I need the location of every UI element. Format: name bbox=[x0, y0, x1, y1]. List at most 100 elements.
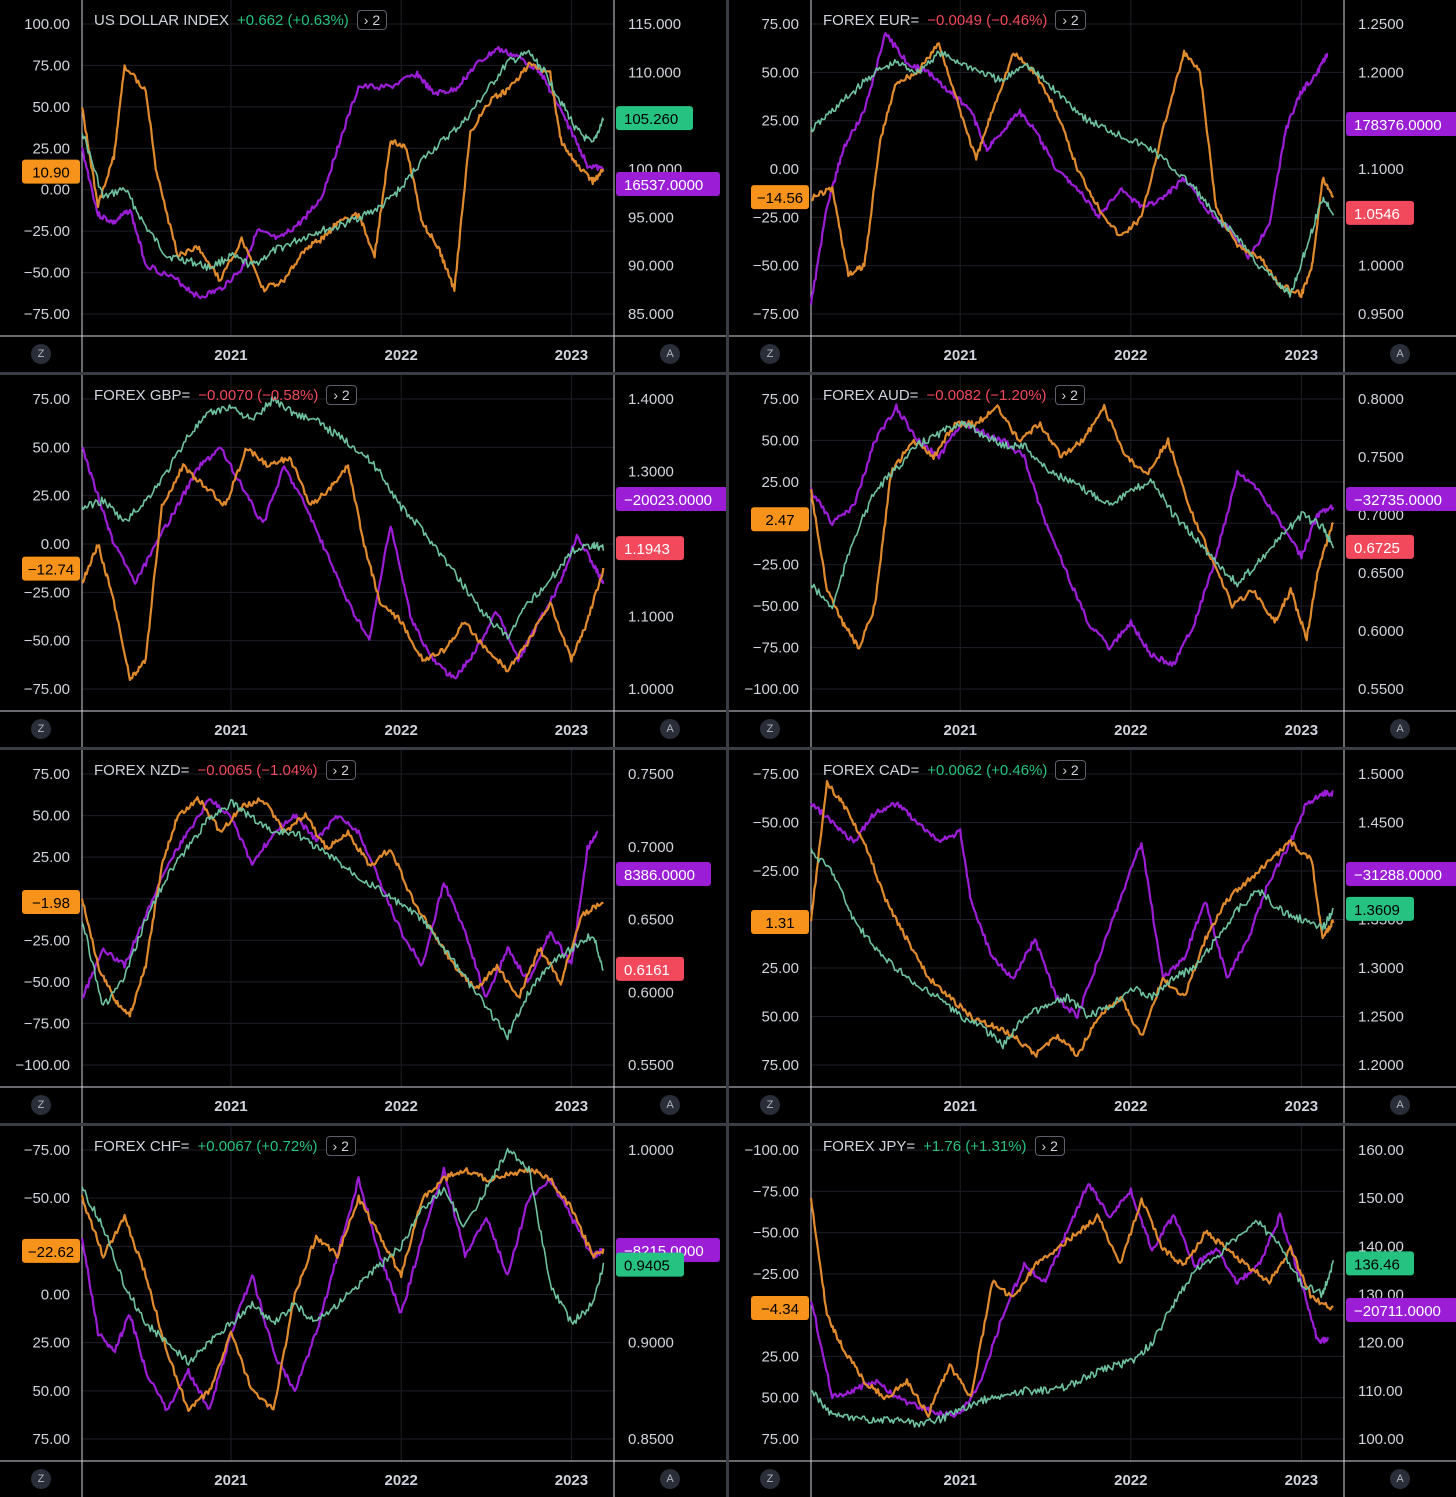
right-tick-label: 1.0000 bbox=[1358, 258, 1404, 275]
svg-text:1.31: 1.31 bbox=[765, 915, 794, 932]
x-tick-label: 2021 bbox=[944, 1472, 977, 1489]
chart-panel-eur[interactable]: 75.00 50.00 25.00 0.00 −25.00 −50.00 −75.00 1.2… bbox=[729, 0, 1456, 372]
indicators-toggle-button[interactable]: › 2 bbox=[1034, 1136, 1065, 1156]
right-value-badge: 136.46 bbox=[1346, 1251, 1414, 1276]
svg-text:−20023.0000: −20023.0000 bbox=[624, 492, 712, 509]
price-change: +0.0067 (+0.72%) bbox=[197, 1137, 318, 1155]
left-value-badge: 2.47 bbox=[751, 507, 809, 532]
chart-panel-dxy[interactable]: 100.00 75.00 50.00 25.00 0.00 −25.00 −50.00 −75… bbox=[0, 0, 726, 372]
chart-panel-aud[interactable]: 75.0050.0025.000.00−25.00−50.00−75.00−10… bbox=[729, 375, 1456, 747]
zoom-reset-button[interactable]: Z bbox=[760, 1469, 780, 1489]
svg-text:2.47: 2.47 bbox=[765, 512, 794, 529]
left-tick-label: −100.00 bbox=[744, 681, 799, 698]
right-tick-label: 1.4500 bbox=[1358, 815, 1404, 832]
zoom-reset-button[interactable]: Z bbox=[31, 1469, 51, 1489]
svg-text:1.0546: 1.0546 bbox=[1354, 206, 1400, 223]
chart-title: FOREX GBP= bbox=[94, 386, 191, 404]
x-tick-label: 2023 bbox=[555, 1472, 588, 1489]
chart-svg: −75.00−50.00−25.000.0025.0050.0075.001.0… bbox=[0, 1126, 726, 1497]
series-line-2 bbox=[809, 780, 1335, 1058]
right-tick-label: 0.6500 bbox=[628, 912, 674, 929]
chart-svg: 75.00 50.00 25.00 0.00 −25.00 −50.00 −75.00 1.2… bbox=[729, 0, 1456, 372]
indicators-toggle-button[interactable]: › 2 bbox=[356, 10, 388, 30]
left-tick-label: 0.00 bbox=[41, 1287, 70, 1304]
series-line-2 bbox=[810, 42, 1335, 299]
chart-svg: 75.00 50.00 25.00 0.00 −25.00 −50.00 −75.00 1.4… bbox=[0, 375, 726, 747]
left-tick-label: 0.00 bbox=[41, 182, 70, 199]
price-change: −0.0070 (−0.58%) bbox=[198, 386, 319, 404]
left-tick-label: −75.00 bbox=[24, 1142, 70, 1159]
right-value-badge: 1.3609 bbox=[1346, 896, 1414, 921]
zoom-reset-button[interactable]: Z bbox=[760, 344, 780, 364]
auto-scale-button[interactable]: A bbox=[660, 719, 680, 739]
x-tick-label: 2022 bbox=[385, 722, 418, 739]
zoom-reset-button[interactable]: Z bbox=[31, 344, 51, 364]
left-tick-label: −50.00 bbox=[24, 265, 70, 282]
indicators-toggle-button[interactable]: › 2 bbox=[325, 760, 356, 780]
left-tick-label: 25.00 bbox=[761, 474, 799, 491]
zoom-reset-button[interactable]: Z bbox=[760, 1095, 780, 1115]
indicators-toggle-button[interactable]: › 2 bbox=[325, 1136, 356, 1156]
auto-scale-button[interactable]: A bbox=[660, 344, 680, 364]
chart-svg: 100.00 75.00 50.00 25.00 0.00 −25.00 −50.00 −75… bbox=[0, 0, 726, 372]
right-tick-label: 0.6500 bbox=[1358, 565, 1404, 582]
series-line-3 bbox=[81, 798, 604, 1041]
indicators-toggle-button[interactable]: › 2 bbox=[1055, 760, 1086, 780]
left-tick-label: −25.00 bbox=[753, 863, 799, 880]
chart-panel-nzd[interactable]: 75.0050.0025.000.00−25.00−50.00−75.00−10… bbox=[0, 750, 726, 1123]
left-tick-label: −25.00 bbox=[753, 209, 799, 226]
indicators-toggle-button[interactable]: › 2 bbox=[1055, 10, 1086, 30]
left-tick-label: 25.00 bbox=[32, 488, 70, 505]
gridlines bbox=[811, 375, 1344, 711]
svg-text:−31288.0000: −31288.0000 bbox=[1354, 867, 1442, 884]
price-change: −0.0049 (−0.46%) bbox=[927, 11, 1048, 29]
auto-scale-button[interactable]: A bbox=[1390, 1469, 1410, 1489]
series-line-1 bbox=[81, 446, 605, 680]
right-tick-label: 1.2000 bbox=[1358, 64, 1404, 81]
chart-title: US DOLLAR INDEX bbox=[94, 11, 230, 29]
right-tick-label: 1.3000 bbox=[1358, 960, 1404, 977]
auto-scale-button[interactable]: A bbox=[1390, 1095, 1410, 1115]
right-tick-label: 1.2500 bbox=[1358, 16, 1404, 33]
right-value-badge: 1.1943 bbox=[616, 536, 684, 561]
chart-panel-cad[interactable]: −75.00−50.00−25.000.0025.0050.0075.001.5… bbox=[729, 750, 1456, 1123]
x-tick-label: 2023 bbox=[1285, 1098, 1318, 1115]
zoom-reset-button[interactable]: Z bbox=[31, 719, 51, 739]
chart-legend: FOREX NZD= −0.0065 (−1.04%) › 2 bbox=[94, 760, 356, 780]
right-tick-label: 0.5500 bbox=[1358, 681, 1404, 698]
auto-scale-button[interactable]: A bbox=[660, 1095, 680, 1115]
zoom-reset-button[interactable]: Z bbox=[31, 1095, 51, 1115]
svg-text:1.3609: 1.3609 bbox=[1354, 902, 1400, 919]
right-tick-label: 0.6000 bbox=[1358, 623, 1404, 640]
right-tick-label: 0.6000 bbox=[628, 984, 674, 1001]
left-tick-label: −50.00 bbox=[753, 258, 799, 275]
auto-scale-button[interactable]: A bbox=[660, 1469, 680, 1489]
chart-panel-jpy[interactable]: −100.00−75.00−50.00−25.000.0025.0050.007… bbox=[729, 1126, 1456, 1497]
right-tick-label: 1.0000 bbox=[628, 1142, 674, 1159]
gridlines bbox=[82, 1126, 614, 1461]
chart-panel-chf[interactable]: −75.00−50.00−25.000.0025.0050.0075.001.0… bbox=[0, 1126, 726, 1497]
zoom-reset-button[interactable]: Z bbox=[760, 719, 780, 739]
indicators-toggle-button[interactable]: › 2 bbox=[326, 385, 357, 405]
auto-scale-button[interactable]: A bbox=[1390, 344, 1410, 364]
x-tick-label: 2022 bbox=[385, 1098, 418, 1115]
chart-title: FOREX AUD= bbox=[823, 386, 919, 404]
svg-text:0.6161: 0.6161 bbox=[624, 962, 670, 979]
x-tick-label: 2022 bbox=[1114, 1472, 1147, 1489]
series-line-2 bbox=[81, 447, 605, 681]
left-tick-label: 75.00 bbox=[761, 1431, 799, 1448]
indicators-toggle-button[interactable]: › 2 bbox=[1054, 385, 1085, 405]
auto-scale-button[interactable]: A bbox=[1390, 719, 1410, 739]
right-tick-label: 0.5500 bbox=[628, 1057, 674, 1074]
right-tick-label: 110.00 bbox=[1358, 1383, 1403, 1400]
series-line-2 bbox=[809, 1197, 1334, 1418]
right-tick-label: 1.1000 bbox=[628, 609, 674, 626]
x-tick-label: 2021 bbox=[214, 1472, 247, 1489]
svg-text:−1.98: −1.98 bbox=[32, 895, 70, 912]
right-tick-label: 140.00 bbox=[1358, 1238, 1404, 1255]
chart-svg: 75.0050.0025.000.00−25.00−50.00−75.00−10… bbox=[0, 750, 726, 1123]
chart-panel-gbp[interactable]: 75.00 50.00 25.00 0.00 −25.00 −50.00 −75.00 1.4… bbox=[0, 375, 726, 747]
left-tick-label: 25.00 bbox=[32, 140, 70, 157]
series-line-2 bbox=[809, 403, 1335, 650]
